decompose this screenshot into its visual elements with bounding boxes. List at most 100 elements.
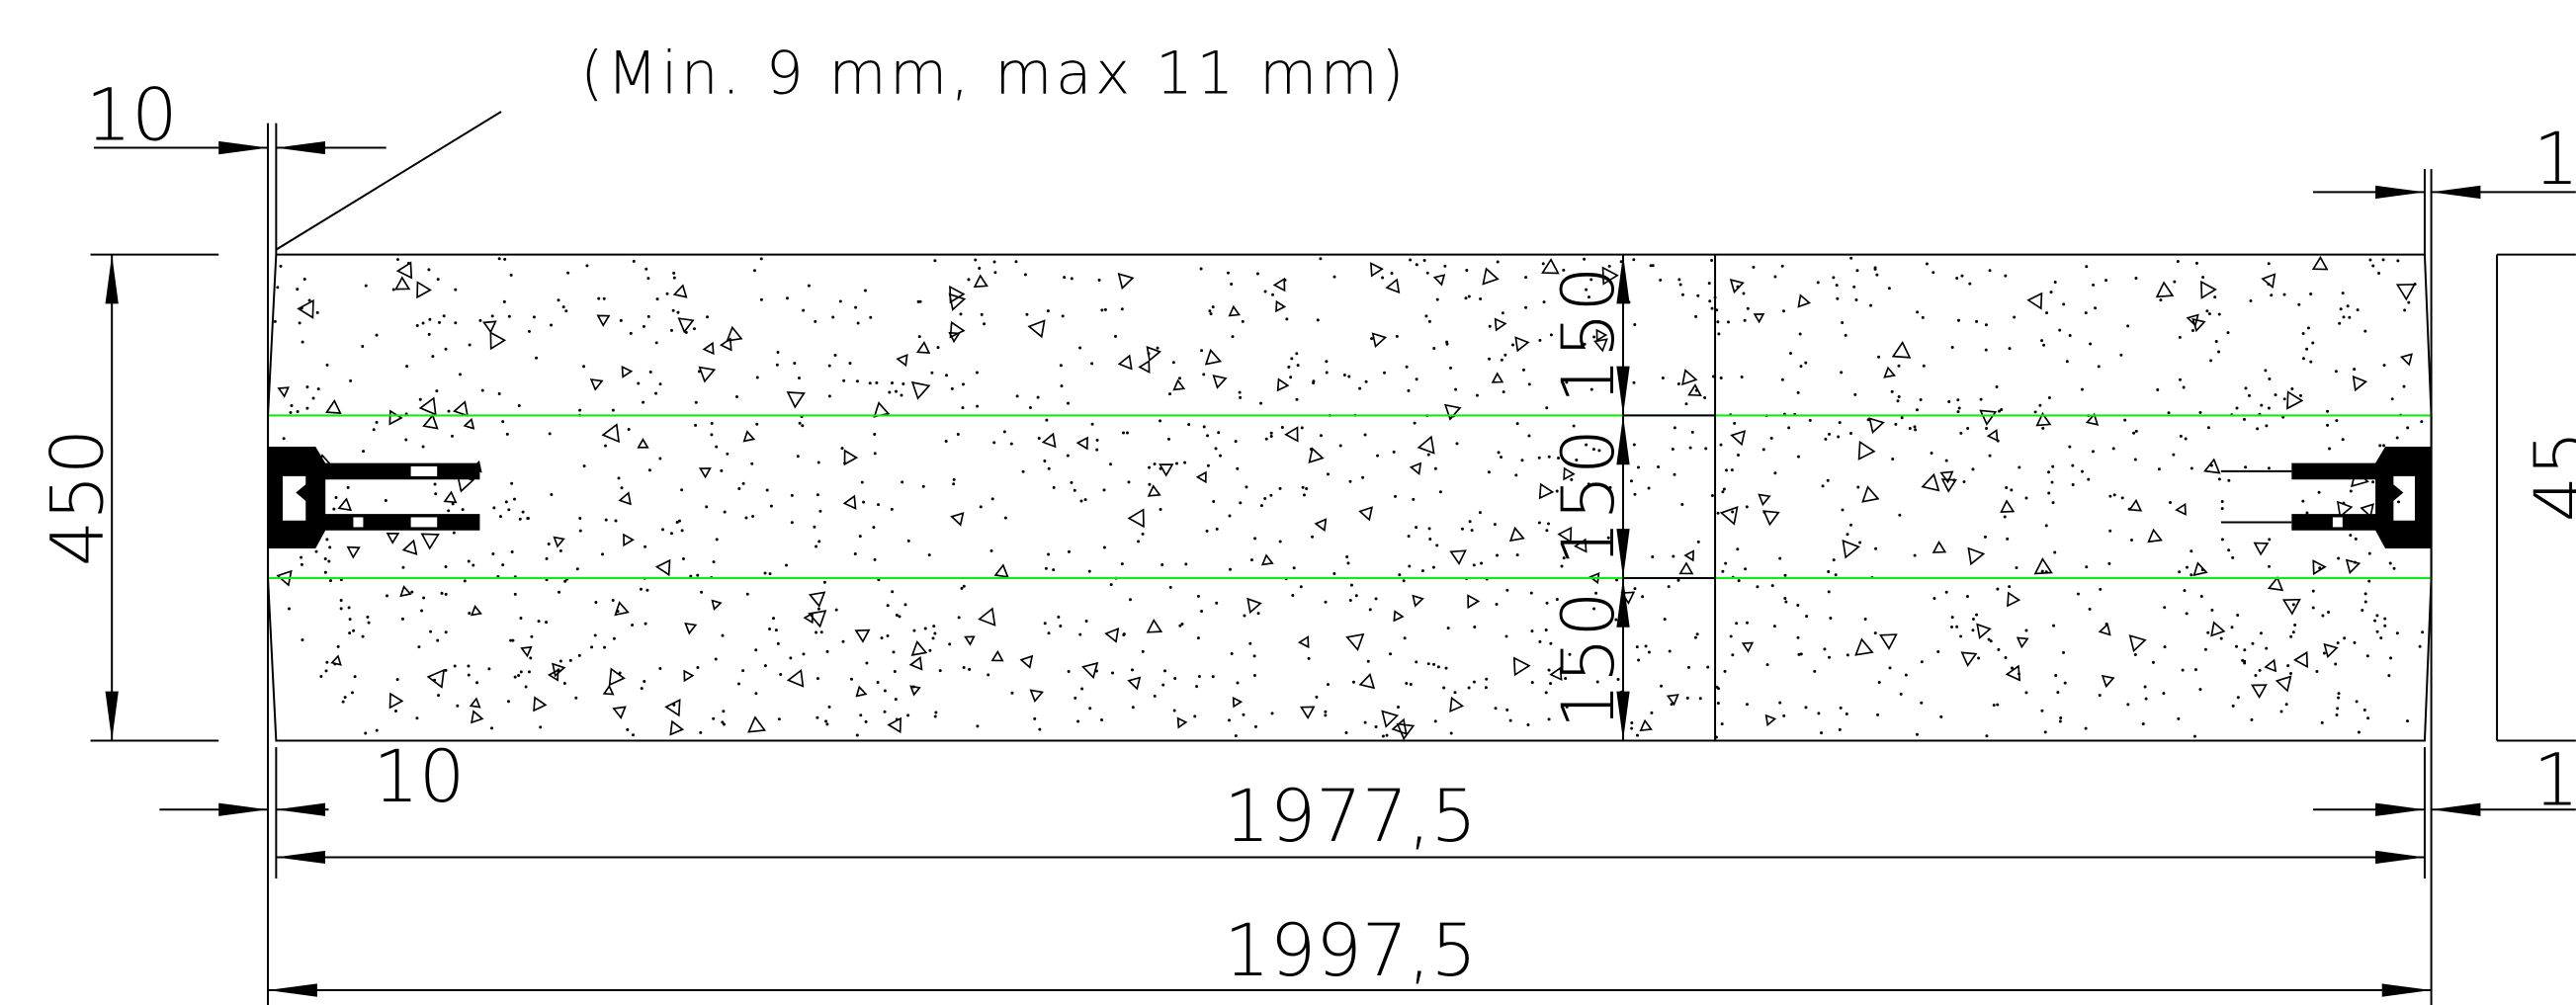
aggregate-stone	[2007, 591, 2021, 608]
dimension-text: 45	[2520, 430, 2576, 522]
aggregate-dot	[873, 557, 877, 561]
aggregate-dot	[1996, 703, 2000, 707]
aggregate-dot	[400, 617, 404, 621]
aggregate-dot	[1109, 583, 1113, 587]
aggregate-dot	[2227, 548, 2231, 552]
aggregate-dot	[1848, 523, 1852, 527]
aggregate-dot	[2301, 499, 2305, 503]
aggregate-dot	[2341, 292, 2345, 295]
aggregate-dot	[1920, 701, 1924, 705]
aggregate-dot	[1984, 323, 1988, 327]
aggregate-dot	[1796, 635, 1800, 639]
aggregate-stone	[2264, 658, 2277, 673]
aggregate-dot	[346, 485, 350, 489]
aggregate-stone	[2155, 281, 2175, 298]
aggregate-dot	[2250, 717, 2254, 721]
aggregate-dot	[1338, 444, 1342, 448]
aggregate-stone	[1976, 623, 1992, 640]
aggregate-dot	[1381, 734, 1385, 738]
aggregate-dot	[1102, 488, 1106, 492]
aggregate-dot	[2087, 477, 2091, 481]
aggregate-dot	[2008, 585, 2012, 589]
aggregate-stone	[1412, 594, 1424, 608]
aggregate-dot	[1067, 670, 1071, 673]
aggregate-dot	[2051, 501, 2055, 505]
aggregate-dot	[1239, 501, 1243, 505]
aggregate-dot	[2397, 500, 2401, 504]
aggregate-stone	[1601, 266, 1619, 286]
aggregate-dot	[1358, 386, 1362, 390]
aggregate-dot	[1066, 454, 1070, 458]
aggregate-dot	[2193, 668, 2197, 672]
aggregate-dot	[723, 722, 727, 726]
aggregate-stone	[1195, 470, 1207, 484]
aggregate-dot	[2112, 493, 2116, 497]
aggregate-dot	[2334, 370, 2338, 374]
aggregate-dot	[1985, 427, 1989, 431]
aggregate-stone	[1147, 484, 1161, 497]
aggregate-dot	[1984, 348, 1988, 352]
aggregate-dot	[2289, 634, 2293, 638]
aggregate-dot	[2336, 707, 2340, 711]
aggregate-dot	[1765, 663, 1769, 667]
aggregate-dot	[658, 382, 662, 386]
aggregate-dot	[1487, 470, 1491, 474]
aggregate-dot	[1828, 655, 1832, 659]
aggregate-dot	[1028, 405, 1032, 409]
aggregate-dot	[1052, 485, 1056, 489]
aggregate-dot	[626, 727, 630, 731]
aggregate-dot	[2217, 312, 2221, 316]
aggregate-stone	[1595, 328, 1608, 342]
aggregate-dot	[1783, 573, 1787, 577]
aggregate-stone	[948, 331, 961, 344]
aggregate-dot	[1676, 578, 1680, 582]
aggregate-dot	[894, 698, 898, 702]
aggregate-dot	[1319, 257, 1323, 261]
aggregate-dot	[1312, 381, 1316, 385]
aggregate-dot	[1939, 714, 1943, 718]
aggregate-stone	[2098, 623, 2111, 636]
aggregate-dot	[2104, 279, 2108, 283]
aggregate-dot	[499, 515, 503, 519]
aggregate-dot	[1727, 320, 1731, 324]
aggregate-dot	[1102, 545, 1106, 549]
aggregate-dot	[1735, 622, 1739, 626]
aggregate-dot	[1196, 594, 1200, 598]
aggregate-dot	[454, 321, 458, 325]
aggregate-dot	[1521, 368, 1525, 372]
note: (Min. 9 mm, max 11 mm)	[580, 40, 1408, 109]
aggregate-dot	[2047, 395, 2051, 399]
aggregate-dot	[353, 675, 357, 679]
aggregate-dot	[1122, 632, 1126, 636]
aggregate-dot	[1696, 293, 1700, 297]
aggregate-dot	[975, 371, 979, 375]
aggregate-stone	[1396, 722, 1416, 741]
aggregate-dot	[1717, 332, 1721, 336]
aggregate-dot	[2108, 494, 2112, 498]
aggregate-dot	[741, 481, 745, 485]
aggregate-dot	[611, 408, 615, 412]
aggregate-stone	[698, 366, 717, 383]
aggregate-dot	[2371, 264, 2375, 268]
aggregate-stone	[2323, 642, 2339, 659]
aggregate-stone	[618, 491, 632, 506]
aggregate-dot	[1841, 321, 1845, 325]
aggregate-dot	[503, 257, 507, 261]
aggregate-stone	[1275, 299, 1287, 313]
aggregate-dot	[2207, 312, 2211, 316]
aggregate-stone	[395, 261, 413, 280]
aggregate-dot	[480, 388, 484, 392]
aggregate-dot	[2349, 534, 2353, 538]
aggregate-dot	[2244, 386, 2248, 390]
aggregate-dot	[827, 394, 831, 398]
aggregate-dot	[509, 638, 513, 642]
aggregate-dot	[2244, 465, 2248, 469]
aggregate-dot	[1415, 526, 1418, 530]
aggregate-dot	[1073, 488, 1076, 492]
aggregate-dot	[558, 590, 561, 594]
aggregate-dot	[1425, 271, 1429, 275]
aggregate-stone	[1868, 417, 1885, 434]
aggregate-stone	[1117, 272, 1135, 291]
aggregate-stone	[2128, 634, 2147, 653]
aggregate-dot	[790, 521, 794, 525]
